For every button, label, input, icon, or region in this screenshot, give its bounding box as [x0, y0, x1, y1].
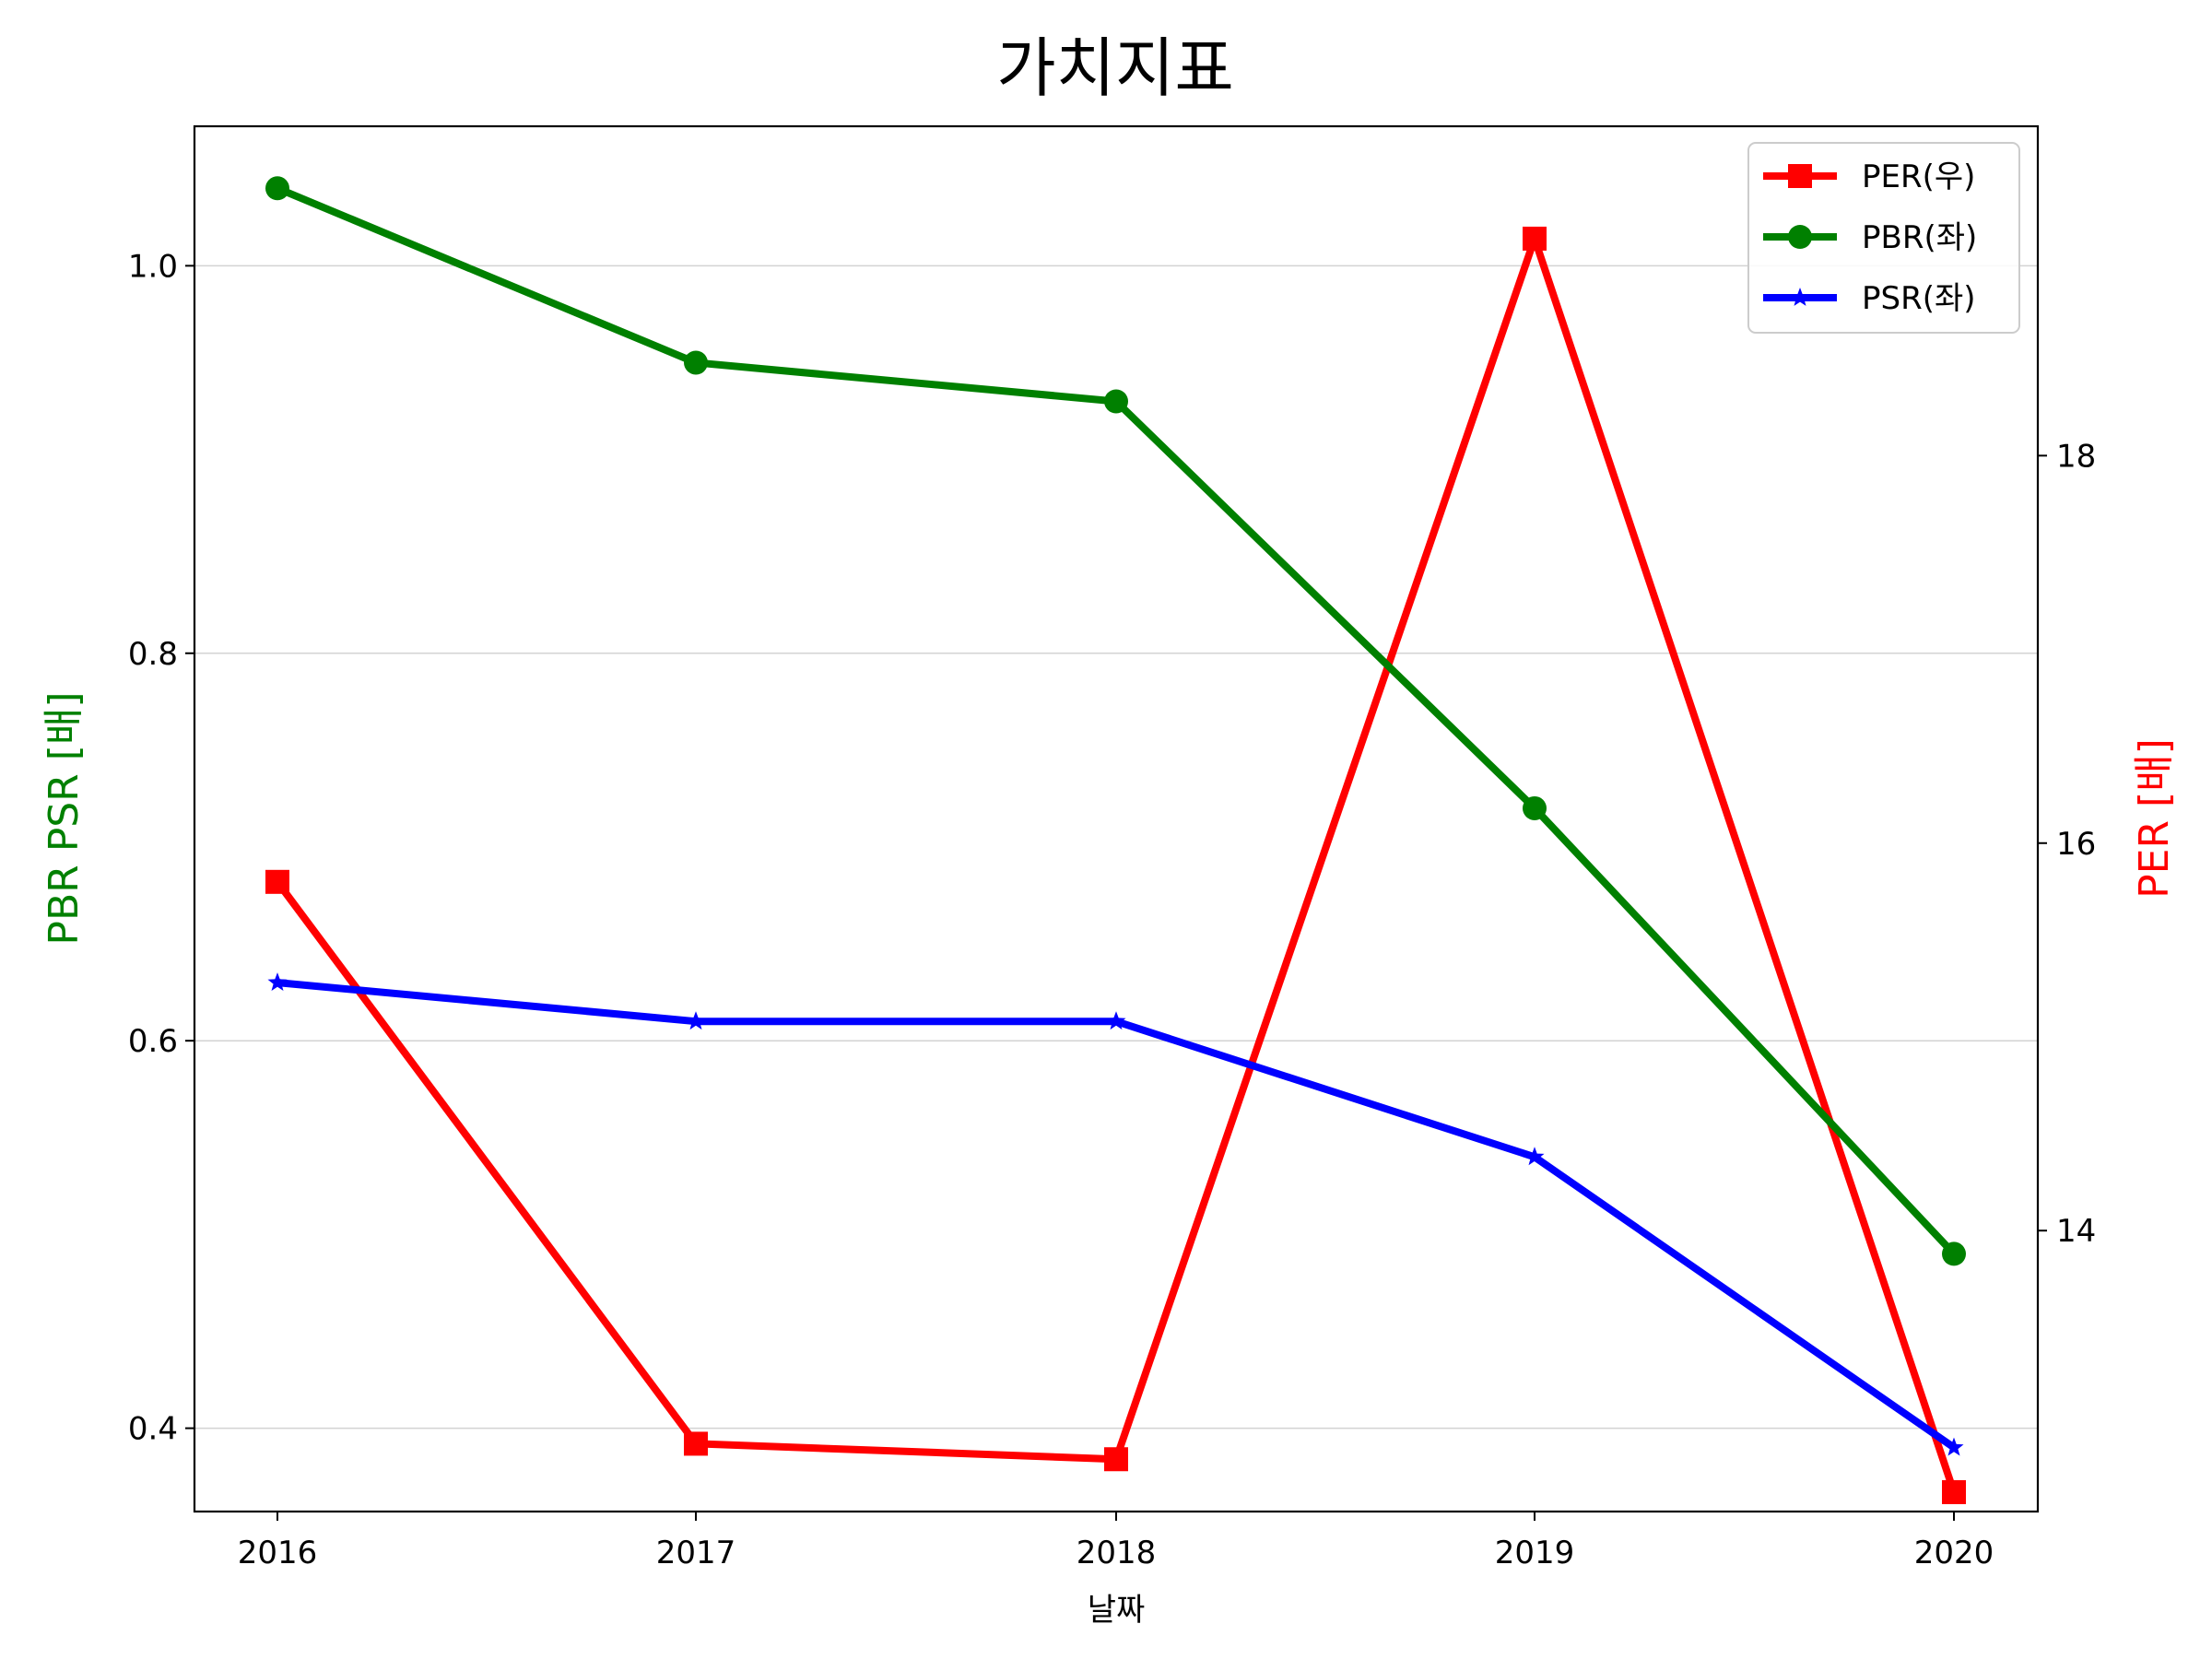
marker-star [267, 972, 288, 991]
marker-star [1790, 288, 1810, 306]
marker-square [684, 1431, 708, 1456]
marker-square [265, 869, 289, 894]
x-tick-label: 2017 [656, 1535, 736, 1571]
marker-circle [265, 176, 289, 201]
marker-square [1104, 1447, 1128, 1472]
x-tick-label: 2020 [1914, 1535, 1994, 1571]
marker-square [1942, 1479, 1966, 1504]
marker-star [1944, 1437, 1964, 1456]
marker-square [1523, 226, 1547, 251]
grid [194, 265, 2038, 1430]
left-axis: 0.4 0.6 0.8 1.0 [128, 248, 194, 1448]
y-axis-left-label: PBR PSR [배] [41, 691, 88, 945]
legend-box [1747, 142, 2020, 334]
series-circle [265, 176, 1966, 1266]
marker-square [1788, 164, 1812, 188]
marker-star [686, 1011, 706, 1030]
marker-circle [684, 350, 708, 375]
marker-circle [1942, 1241, 1966, 1266]
x-tick-label: 2019 [1495, 1535, 1575, 1571]
marker-circle [1104, 389, 1128, 414]
legend-label: PBR(좌) [1862, 219, 1977, 256]
y-right-tick-label: 16 [2056, 826, 2096, 863]
marker-star [1524, 1147, 1545, 1166]
series-layer [265, 176, 1966, 1504]
chart-title: 가치지표 [996, 30, 1234, 106]
marker-circle [1523, 795, 1547, 820]
series-star [267, 972, 1964, 1456]
y-left-tick-label: 0.8 [128, 636, 178, 673]
legend-label: PER(우) [1862, 159, 1975, 195]
right-axis: 14 16 18 [2038, 438, 2096, 1250]
legend: PER(우) PBR(좌) PSR(좌) [1747, 142, 2020, 334]
y-left-tick-label: 1.0 [128, 248, 178, 285]
marker-star [1106, 1011, 1126, 1030]
y-left-tick-label: 0.6 [128, 1023, 178, 1060]
x-axis-label: 날짜 [1088, 1592, 1146, 1629]
legend-label: PSR(좌) [1862, 280, 1976, 317]
marker-circle [1788, 225, 1812, 249]
y-left-tick-label: 0.4 [128, 1411, 178, 1448]
y-axis-right-label: PER [배] [2131, 738, 2178, 899]
series-square [265, 226, 1966, 1504]
x-tick-label: 2018 [1077, 1535, 1157, 1571]
x-tick-label: 2016 [238, 1535, 318, 1571]
y-right-tick-label: 14 [2056, 1213, 2096, 1250]
x-axis: 2016 2017 2018 2019 2020 [238, 1512, 1994, 1571]
y-right-tick-label: 18 [2056, 438, 2096, 475]
